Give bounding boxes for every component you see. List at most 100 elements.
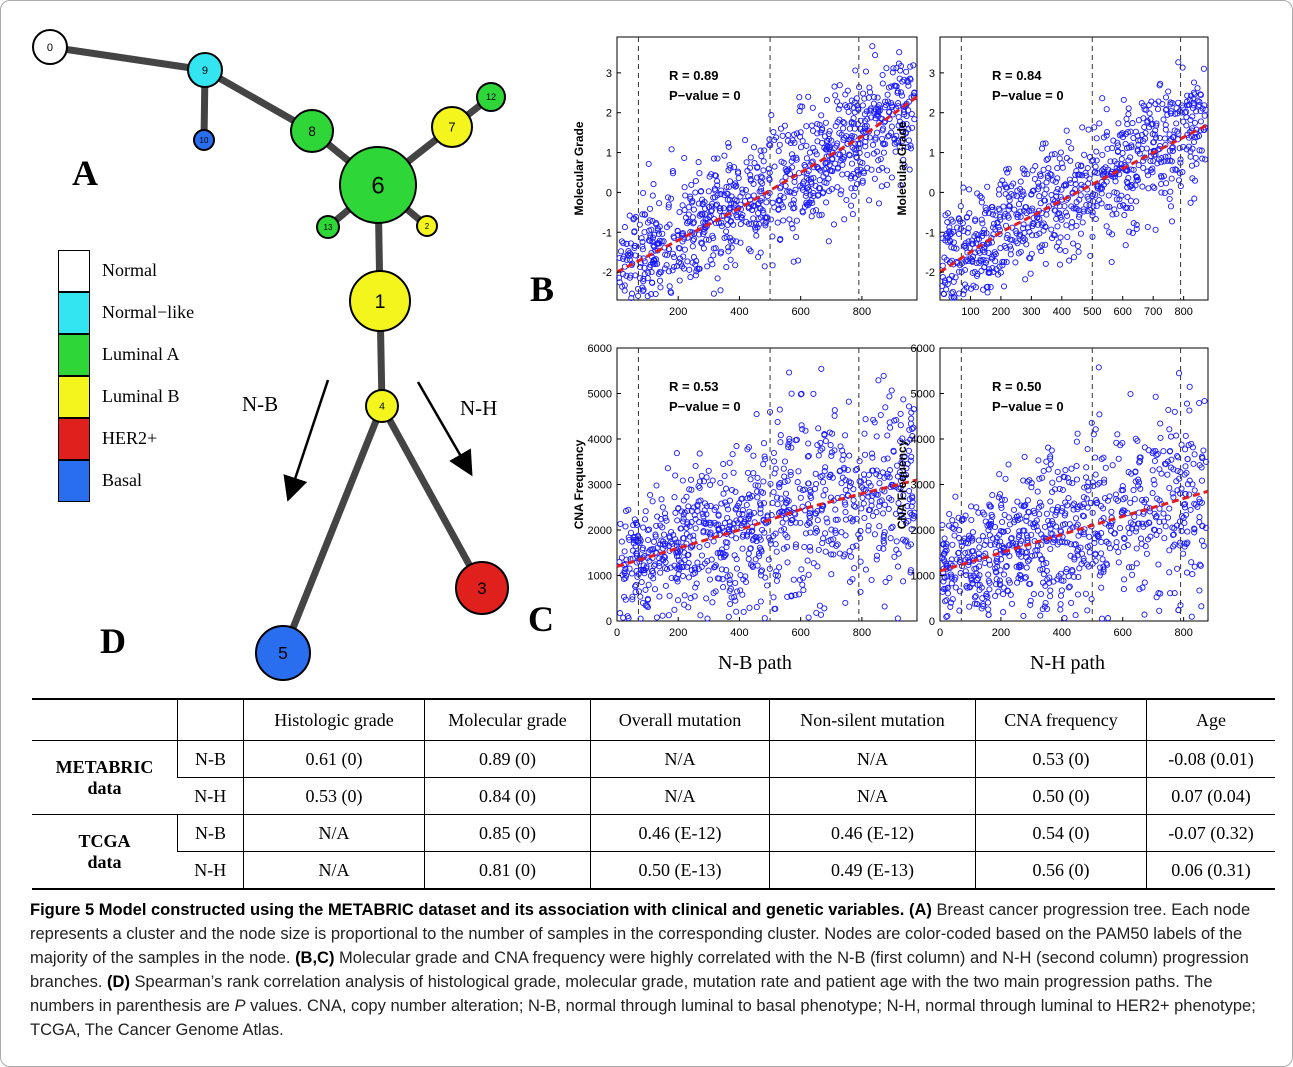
x-tick-label: 100	[961, 306, 979, 318]
scatter-point	[1000, 283, 1008, 290]
scatter-point	[818, 365, 825, 372]
scatter-point	[942, 598, 949, 605]
scatter-point	[1085, 126, 1092, 133]
scatter-point	[644, 602, 651, 609]
scatter-point	[844, 491, 851, 499]
scatter-point	[669, 167, 676, 175]
scatter-point	[1040, 579, 1047, 586]
scatter-point	[649, 259, 656, 266]
scatter-point	[969, 537, 976, 544]
scatter-point	[681, 246, 688, 253]
scatter-point	[628, 294, 635, 302]
y-tick-label: 6000	[911, 343, 935, 355]
scatter-point	[1023, 517, 1030, 524]
y-tick-label: 3	[606, 68, 612, 80]
scatter-point	[1121, 576, 1128, 583]
scatter-point	[903, 100, 910, 107]
scatter-point	[782, 490, 790, 497]
scatter-point	[965, 536, 972, 543]
scatter-point	[765, 165, 772, 172]
scatter-point	[795, 257, 802, 264]
scatter-point	[1034, 546, 1041, 554]
scatter-point	[891, 553, 898, 560]
scatter-point	[1063, 222, 1070, 229]
scatter-point	[1056, 203, 1063, 210]
scatter-point	[692, 189, 699, 196]
scatter-point	[732, 506, 739, 513]
scatter-point	[888, 525, 895, 532]
tree-node: 13	[316, 215, 340, 239]
scatter-point	[623, 256, 630, 263]
scatter-point	[893, 139, 900, 146]
scatter-point	[872, 52, 879, 59]
scatter-point	[1189, 113, 1196, 120]
scatter-point	[1023, 532, 1030, 539]
scatter-point	[645, 269, 652, 276]
scatter-point	[630, 534, 637, 541]
scatter-point	[988, 234, 995, 241]
scatter-point	[971, 594, 978, 601]
scatter-point	[1130, 487, 1137, 494]
scatter-point	[1017, 195, 1024, 203]
correlation-r: R = 0.84	[992, 68, 1042, 83]
scatter-point	[737, 587, 744, 594]
scatter-point	[853, 181, 861, 188]
scatter-point	[722, 539, 729, 546]
scatter-point	[950, 239, 957, 246]
scatter-point	[1144, 223, 1151, 231]
scatter-point	[1023, 549, 1031, 556]
scatter-point	[676, 209, 683, 216]
scatter-point	[803, 170, 810, 177]
scatter-point	[1129, 229, 1136, 237]
scatter-point	[1028, 207, 1035, 214]
scatter-point	[1073, 523, 1080, 530]
scatter-point	[895, 100, 902, 107]
scatter-chart: 100 200 300 400 500 600 700 800-2-10123Molecula…	[895, 36, 1209, 318]
scatter-point	[1123, 145, 1131, 152]
scatter-point	[746, 494, 754, 501]
scatter-point	[720, 584, 727, 591]
scatter-point	[1183, 400, 1191, 407]
group-name: TCGA	[78, 830, 131, 851]
scatter-point	[1063, 566, 1070, 573]
scatter-point	[1021, 236, 1028, 243]
scatter-point	[1115, 548, 1122, 556]
scatter-point	[861, 430, 868, 437]
scatter-point	[776, 564, 783, 571]
scatter-point	[681, 592, 688, 599]
scatter-point	[1152, 514, 1159, 521]
scatter-point	[1055, 239, 1062, 246]
scatter-point	[680, 518, 687, 525]
scatter-point	[1035, 186, 1042, 193]
scatter-point	[698, 563, 705, 570]
scatter-point	[1046, 574, 1053, 581]
scatter-point	[1198, 464, 1205, 471]
scatter-point	[1145, 172, 1152, 179]
scatter-point	[757, 197, 764, 204]
scatter-point	[1178, 513, 1186, 520]
scatter-point	[1166, 195, 1173, 203]
scatter-point	[1084, 561, 1091, 568]
scatter-point	[656, 563, 663, 570]
scatter-point	[714, 192, 721, 199]
scatter-point	[792, 541, 800, 548]
table-cell: 0.06 (0.31)	[1146, 851, 1275, 890]
scatter-point	[851, 174, 859, 181]
scatter-point	[1053, 193, 1060, 200]
panel-letter-c: C	[528, 599, 554, 639]
scatter-point	[859, 128, 867, 135]
scatter-point	[742, 187, 749, 194]
scatter-point	[986, 503, 993, 510]
scatter-point	[1178, 485, 1185, 492]
scatter-point	[857, 588, 864, 595]
scatter-point	[1075, 248, 1082, 255]
y-tick-label: 0	[929, 616, 935, 628]
scatter-point	[853, 542, 860, 549]
scatter-point	[671, 254, 678, 261]
scatter-point	[653, 482, 660, 489]
scatter-point	[1113, 439, 1120, 446]
scatter-point	[1054, 165, 1061, 172]
scatter-point	[903, 68, 910, 75]
scatter-point	[821, 431, 828, 438]
